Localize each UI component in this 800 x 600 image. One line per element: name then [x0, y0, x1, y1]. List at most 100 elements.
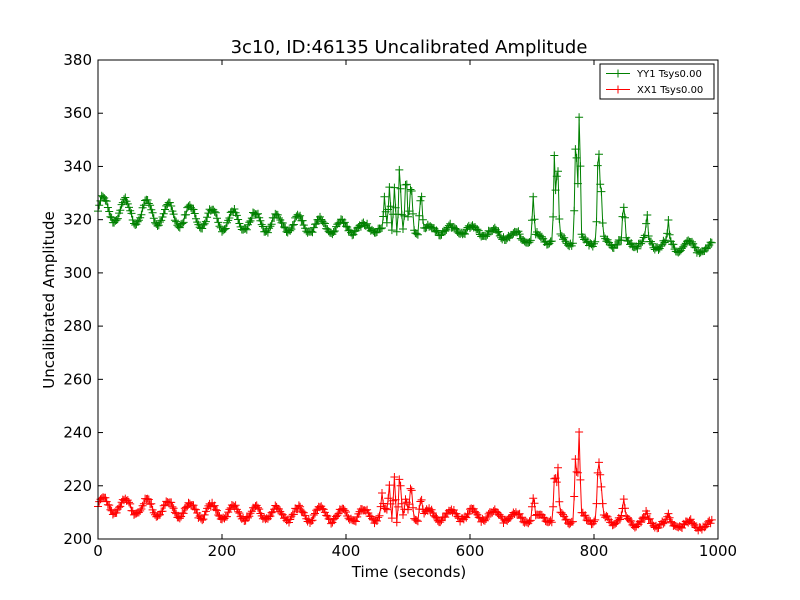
data-point	[395, 475, 404, 484]
data-point	[659, 519, 668, 528]
data-point	[661, 236, 670, 245]
data-point	[555, 215, 564, 223]
data-point	[379, 212, 388, 221]
data-point	[409, 503, 417, 512]
data-point	[106, 212, 115, 221]
data-point	[356, 222, 365, 231]
data-point	[95, 201, 104, 210]
data-point	[382, 505, 391, 514]
data-point	[263, 228, 272, 237]
data-point	[210, 207, 219, 216]
data-point	[149, 214, 158, 223]
y-tick-label: 280	[63, 317, 92, 335]
data-point	[595, 150, 603, 159]
data-point	[559, 510, 567, 519]
data-point	[701, 522, 710, 531]
data-point	[378, 224, 386, 232]
x-axis-label: Time (seconds)	[351, 563, 467, 581]
data-point	[144, 495, 153, 504]
data-point	[575, 428, 584, 436]
data-point	[664, 216, 673, 224]
x-axis: 0 200 400 600 800 1000	[93, 60, 737, 560]
data-point	[286, 226, 295, 235]
data-point	[639, 513, 648, 521]
data-point	[375, 511, 384, 520]
chart-title: 3c10, ID:46135 Uncalibrated Amplitude	[231, 37, 588, 58]
data-point	[256, 216, 265, 225]
x-tick-label: 1000	[699, 542, 737, 560]
data-point	[598, 219, 607, 227]
data-point	[404, 212, 412, 221]
data-point	[182, 503, 190, 512]
data-point	[568, 239, 577, 248]
data-point	[327, 519, 336, 528]
data-point	[648, 239, 657, 248]
data-point	[707, 238, 716, 247]
data-point	[706, 519, 715, 528]
data-point	[275, 214, 283, 222]
data-point	[221, 224, 230, 233]
data-point	[404, 505, 412, 514]
data-point	[572, 153, 581, 162]
data-point	[178, 219, 187, 228]
data-point	[568, 517, 577, 526]
data-point	[406, 484, 415, 493]
data-point	[225, 214, 234, 222]
data-point	[167, 202, 176, 210]
data-point	[170, 216, 179, 225]
data-point	[555, 497, 564, 506]
data-point	[113, 214, 122, 223]
y-axis-label: Uncalibrated Amplitude	[40, 211, 58, 388]
data-point	[453, 512, 462, 521]
data-point	[200, 219, 209, 228]
y-tick-label: 340	[63, 157, 92, 175]
data-point	[311, 509, 319, 518]
data-point	[494, 227, 503, 236]
data-point	[307, 516, 316, 525]
data-point	[199, 515, 208, 524]
data-point	[179, 509, 188, 518]
data-point	[115, 503, 124, 512]
data-point	[396, 184, 405, 193]
data-point	[482, 232, 491, 241]
data-point	[596, 180, 605, 189]
data-point	[575, 113, 584, 122]
data-point	[112, 216, 121, 224]
data-point	[299, 221, 308, 230]
series-0	[94, 113, 716, 258]
data-point	[474, 226, 483, 235]
data-point	[308, 228, 317, 237]
series-line	[97, 431, 713, 532]
data-point	[497, 512, 505, 521]
data-point	[203, 213, 212, 222]
data-point	[392, 227, 401, 236]
data-point	[617, 511, 626, 520]
data-point	[169, 504, 178, 513]
x-tick-label: 600	[456, 542, 485, 560]
y-tick-label: 220	[63, 477, 92, 495]
data-point	[664, 509, 673, 518]
data-point	[333, 511, 342, 520]
data-point	[416, 497, 425, 506]
data-point	[386, 202, 395, 211]
data-point	[211, 505, 220, 514]
data-point	[234, 215, 243, 224]
legend: YY1 Tsys0.00 XX1 Tsys0.00	[599, 63, 715, 100]
data-point	[405, 500, 414, 509]
data-point	[320, 219, 329, 228]
data-point	[378, 489, 386, 497]
data-point	[688, 237, 696, 246]
data-point	[642, 219, 651, 228]
data-point	[192, 505, 200, 514]
data-point	[213, 214, 221, 223]
data-point	[554, 463, 562, 472]
y-tick-label: 200	[63, 530, 92, 548]
data-point	[399, 225, 407, 233]
legend-item-yy1: YY1 Tsys0.00	[606, 69, 702, 80]
data-point	[158, 507, 167, 516]
data-point	[436, 518, 445, 527]
data-point	[143, 196, 152, 204]
data-point	[400, 211, 409, 220]
data-point	[399, 510, 407, 519]
